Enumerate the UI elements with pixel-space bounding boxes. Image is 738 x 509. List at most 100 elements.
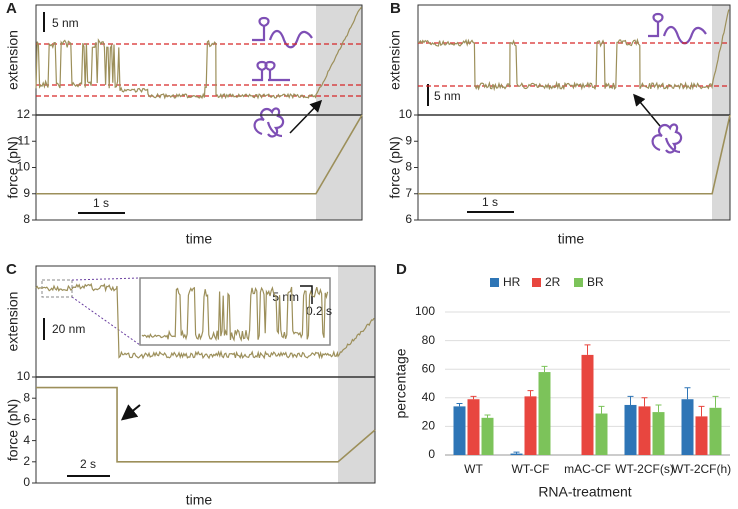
- force-trace: [36, 114, 363, 195]
- y-tick-label: 10: [399, 107, 413, 121]
- y-axis-label: extension: [387, 30, 403, 90]
- x-tick-label: WT: [464, 462, 483, 476]
- error-bar: [541, 365, 548, 373]
- y-tick-label: 20: [422, 419, 436, 433]
- icon: [252, 16, 313, 49]
- y-tick-label: 12: [17, 107, 31, 121]
- y-tick-label: 8: [23, 390, 30, 404]
- bar: [538, 372, 551, 455]
- y-tick-label: 4: [23, 433, 30, 447]
- bar: [681, 399, 694, 455]
- bar: [652, 412, 665, 455]
- scale-bar-label: 0.2 s: [306, 304, 332, 318]
- y-axis-label: force (pN): [5, 136, 21, 198]
- x-axis-label: RNA-treatment: [538, 484, 631, 500]
- y-tick-label: 7: [405, 186, 412, 200]
- force-trace: [418, 114, 731, 195]
- legend-label: HR: [503, 275, 521, 289]
- y-tick-label: 0: [23, 475, 30, 489]
- bar: [624, 404, 637, 455]
- y-tick-label: 40: [422, 390, 436, 404]
- y-tick-label: 10: [17, 160, 31, 174]
- y-tick-label: 8: [23, 212, 30, 226]
- scale-bar-label: 20 nm: [52, 322, 85, 336]
- bar: [595, 413, 608, 455]
- arrow: [633, 93, 661, 127]
- scale-bar: [300, 285, 313, 304]
- x-axis-label: time: [186, 231, 213, 247]
- error-bar: [527, 390, 534, 397]
- y-tick-label: 9: [23, 186, 30, 200]
- stimulus-region: [316, 5, 362, 220]
- zoom-link: [71, 296, 141, 346]
- panel-letter: C: [6, 261, 17, 278]
- panel-letter: D: [396, 261, 407, 278]
- error-bar: [598, 405, 605, 414]
- error-bar: [456, 403, 463, 407]
- plot-frame: [35, 265, 376, 484]
- bar: [510, 453, 523, 455]
- y-tick-label: 100: [415, 304, 435, 318]
- extension-trace: [35, 6, 363, 100]
- scale-bar-label: 1 s: [93, 196, 109, 210]
- y-tick-label: 11: [18, 133, 31, 147]
- icon: [651, 123, 683, 154]
- bar: [581, 354, 594, 455]
- y-tick-label: 60: [422, 361, 436, 375]
- y-axis-label: force (pN): [387, 136, 403, 198]
- y-tick-label: 10: [17, 369, 31, 383]
- x-tick-label: WT-CF: [512, 462, 550, 476]
- error-bar: [684, 387, 691, 400]
- icon: [648, 12, 707, 45]
- error-bar: [513, 451, 520, 454]
- y-tick-label: 2: [23, 454, 30, 468]
- bar: [481, 417, 494, 455]
- zoom-link: [71, 277, 141, 281]
- y-tick-label: 6: [405, 212, 412, 226]
- error-bar: [584, 344, 591, 355]
- error-bar: [641, 397, 648, 407]
- panel-letter: A: [6, 0, 17, 17]
- error-bar: [698, 405, 705, 417]
- bar: [709, 407, 722, 455]
- y-tick-label: 0: [428, 447, 435, 461]
- y-tick-label: 9: [405, 133, 412, 147]
- y-axis-label: extension: [5, 30, 21, 90]
- y-axis-label: percentage: [393, 348, 409, 418]
- stimulus-region: [712, 5, 730, 220]
- legend-swatch: [532, 278, 541, 287]
- bar: [695, 416, 708, 455]
- x-axis-label: time: [186, 492, 213, 508]
- extension-trace: [141, 286, 329, 343]
- arrow: [120, 404, 141, 421]
- x-axis-label: time: [558, 231, 585, 247]
- scale-bar-label: 5 nm: [52, 16, 79, 30]
- y-tick-label: 6: [23, 412, 30, 426]
- error-bar: [712, 395, 719, 408]
- arrow: [289, 99, 323, 134]
- extension-trace: [35, 282, 375, 360]
- y-tick-label: 8: [405, 160, 412, 174]
- error-bar: [627, 395, 634, 405]
- y-tick-label: 80: [422, 333, 436, 347]
- x-tick-label: WT-2CF(h): [672, 462, 731, 476]
- scale-bar-label: 2 s: [80, 457, 96, 471]
- error-bar: [484, 414, 491, 418]
- scale-bar-label: 1 s: [482, 195, 498, 209]
- bar: [638, 406, 651, 455]
- x-tick-label: WT-2CF(s): [615, 462, 674, 476]
- bar: [524, 396, 537, 455]
- x-tick-label: mAC-CF: [564, 462, 611, 476]
- icon: [252, 60, 290, 82]
- bar: [453, 406, 466, 455]
- stimulus-region: [338, 266, 375, 483]
- y-axis-label: extension: [5, 292, 21, 352]
- panel-letter: B: [390, 0, 401, 17]
- legend-swatch: [490, 278, 499, 287]
- y-axis-label: force (pN): [5, 399, 21, 461]
- legend-label: 2R: [545, 275, 561, 289]
- plot-frame: [35, 4, 363, 221]
- plot-frame: [417, 4, 731, 221]
- legend-label: BR: [587, 275, 604, 289]
